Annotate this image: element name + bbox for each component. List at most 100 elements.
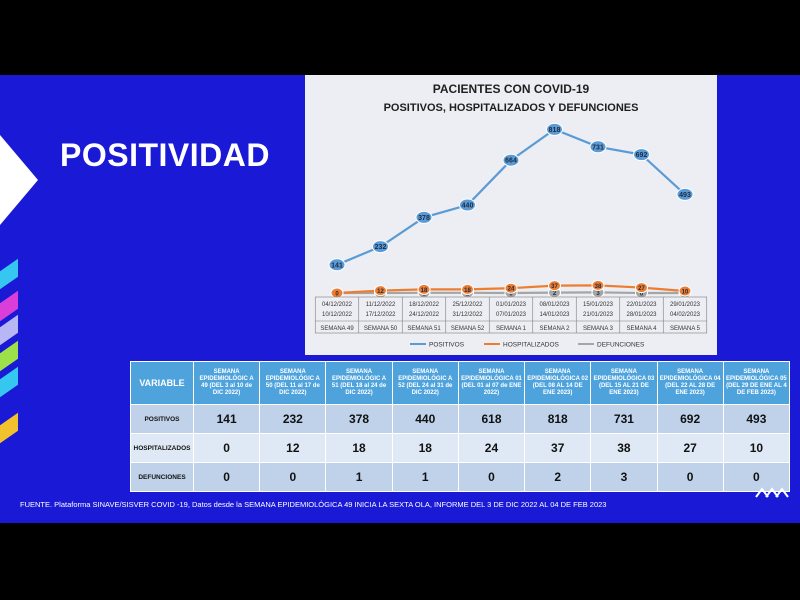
x-week-label: SEMANA 50 bbox=[364, 326, 398, 332]
table-cell: 0 bbox=[457, 462, 526, 492]
data-point bbox=[417, 283, 431, 295]
data-label: 378 bbox=[418, 215, 430, 222]
data-point bbox=[372, 240, 389, 254]
x-tick-label: 29/01/2023 bbox=[670, 302, 701, 308]
data-point bbox=[328, 258, 346, 272]
data-label: 10 bbox=[682, 290, 689, 296]
table-cell: 378 bbox=[325, 404, 393, 434]
x-week-label: SEMANA 1 bbox=[496, 326, 527, 332]
x-week-label: SEMANA 3 bbox=[583, 326, 614, 332]
table-column-header: SEMANA EPIDEMIOLÓGIC A 49 (DEL 3 al 10 d… bbox=[192, 361, 261, 405]
table-column-header: SEMANA EPIDEMIOLÓGIC A 51 (DEL 18 al 24 … bbox=[325, 361, 393, 405]
table-cell: 1 bbox=[391, 462, 459, 492]
line-chart: PACIENTES CON COVID-19 POSITIVOS, HOSPITA… bbox=[314, 82, 708, 349]
x-week-label: SEMANA 49 bbox=[320, 326, 354, 332]
x-tick-label: 22/01/2023 bbox=[626, 302, 657, 308]
x-tick-label: 28/01/2023 bbox=[626, 312, 657, 318]
data-table: VARIABLE SEMANA EPIDEMIOLÓGIC A 49 (DEL … bbox=[130, 361, 791, 492]
data-point bbox=[461, 283, 474, 295]
table-cell: 440 bbox=[391, 404, 459, 434]
x-tick-label: 15/01/2023 bbox=[583, 302, 614, 308]
data-label: 0 bbox=[509, 292, 513, 298]
data-label: 37 bbox=[551, 284, 558, 290]
x-tick-label: 07/01/2023 bbox=[496, 312, 527, 318]
table-cell: 731 bbox=[590, 404, 658, 434]
table-column-header: SEMANA EPIDEMIOLÓGIC A 50 (DEL 11 al 17 … bbox=[259, 361, 327, 405]
legend-label: HOSPITALIZADOS bbox=[503, 342, 560, 349]
table-row: HOSPITALIZADOS 0 12 18 18 24 37 38 27 10 bbox=[130, 433, 791, 463]
deco-stripe bbox=[0, 340, 18, 372]
table-cell: 3 bbox=[590, 462, 658, 492]
deco-stripe bbox=[0, 258, 18, 290]
x-tick-label: 14/01/2023 bbox=[539, 312, 570, 318]
legend-label: POSITIVOS bbox=[429, 342, 465, 349]
data-label: 18 bbox=[421, 288, 428, 294]
table-column-header: SEMANA EPIDEMIOLÓGIC A 52 (DEL 24 al 31 … bbox=[391, 361, 459, 405]
data-label: 0 bbox=[640, 292, 644, 298]
table-cell: 692 bbox=[656, 404, 724, 434]
data-point bbox=[330, 287, 344, 299]
data-label: 24 bbox=[508, 287, 515, 293]
x-tick-label: 21/01/2023 bbox=[583, 312, 614, 318]
data-point bbox=[546, 122, 563, 136]
x-tick-label: 01/01/2023 bbox=[496, 302, 527, 308]
series-line bbox=[336, 128, 686, 266]
data-label: 232 bbox=[375, 244, 387, 251]
slide-heading: POSITIVIDAD bbox=[60, 137, 270, 173]
table-column-header: SEMANA EPIDEMIOLÓGICA 01 (DEL 01 al 07 d… bbox=[457, 361, 526, 405]
table-cell: 818 bbox=[524, 404, 592, 434]
chart-title: PACIENTES CON COVID-19 bbox=[433, 82, 590, 96]
x-tick-label: 18/12/2022 bbox=[409, 302, 440, 308]
data-label: 3 bbox=[596, 291, 600, 297]
table-cell: 27 bbox=[656, 433, 724, 463]
table-cell: 0 bbox=[259, 462, 327, 492]
slide: POSITIVIDAD PACIENTES CON COVID-19 POSITI… bbox=[0, 75, 800, 523]
data-label: 440 bbox=[462, 203, 474, 210]
x-tick-label: 31/12/2022 bbox=[452, 312, 483, 318]
x-week-label: SEMANA 51 bbox=[407, 326, 441, 332]
chart-panel: PACIENTES CON COVID-19 POSITIVOS, HOSPITA… bbox=[305, 75, 717, 355]
logo-mark-icon bbox=[755, 487, 789, 498]
table-column-header: SEMANA EPIDEMIOLÓGICA 05 (DEL 29 DE ENE … bbox=[722, 361, 791, 405]
table-cell: 38 bbox=[590, 433, 658, 463]
data-point bbox=[633, 148, 650, 162]
table-column-header: SEMANA EPIDEMIOLÓGICA 04 (DEL 22 AL 28 D… bbox=[656, 361, 724, 405]
data-point bbox=[635, 282, 648, 294]
table-cell: 12 bbox=[259, 433, 327, 463]
table-corner-header: VARIABLE bbox=[130, 361, 194, 405]
data-table-wrap: VARIABLE SEMANA EPIDEMIOLÓGIC A 49 (DEL … bbox=[130, 361, 791, 492]
table-cell: 493 bbox=[722, 404, 791, 434]
table-cell: 18 bbox=[325, 433, 393, 463]
table-cell: 0 bbox=[722, 462, 791, 492]
x-week-label: SEMANA 4 bbox=[626, 326, 657, 332]
legend-label: DEFUNCIONES bbox=[597, 342, 645, 349]
x-tick-label: 04/02/2023 bbox=[670, 312, 701, 318]
data-label: 818 bbox=[549, 127, 561, 134]
data-label: 664 bbox=[505, 158, 517, 165]
table-cell: 0 bbox=[656, 462, 724, 492]
data-point bbox=[548, 280, 561, 292]
data-point bbox=[589, 140, 607, 154]
table-row-label: POSITIVOS bbox=[130, 404, 194, 434]
table-cell: 0 bbox=[192, 433, 261, 463]
x-tick-label: 08/01/2023 bbox=[539, 302, 570, 308]
table-column-header: SEMANA EPIDEMIOLÓGICA 03 (DEL 15 AL 21 D… bbox=[590, 361, 658, 405]
data-point bbox=[459, 198, 476, 212]
data-label: 692 bbox=[636, 152, 648, 159]
data-label: 493 bbox=[679, 192, 691, 199]
table-cell: 18 bbox=[391, 433, 459, 463]
category-box bbox=[314, 296, 708, 334]
table-row-label: DEFUNCIONES bbox=[130, 462, 194, 492]
table-cell: 141 bbox=[192, 404, 261, 434]
data-label: 731 bbox=[592, 144, 604, 151]
table-column-header: SEMANA EPIDEMIOLÓGICA 02 (DEL 08 AL 14 D… bbox=[524, 361, 592, 405]
data-label: 0 bbox=[335, 292, 339, 298]
table-row: POSITIVOS 141 232 378 440 618 818 731 692 493 bbox=[130, 404, 791, 434]
data-label: 18 bbox=[464, 288, 471, 294]
data-point bbox=[415, 210, 433, 224]
table-cell: 232 bbox=[259, 404, 327, 434]
x-tick-label: 17/12/2022 bbox=[365, 312, 396, 318]
table-cell: 0 bbox=[192, 462, 261, 492]
data-point bbox=[676, 187, 694, 201]
table-cell: 618 bbox=[457, 404, 526, 434]
